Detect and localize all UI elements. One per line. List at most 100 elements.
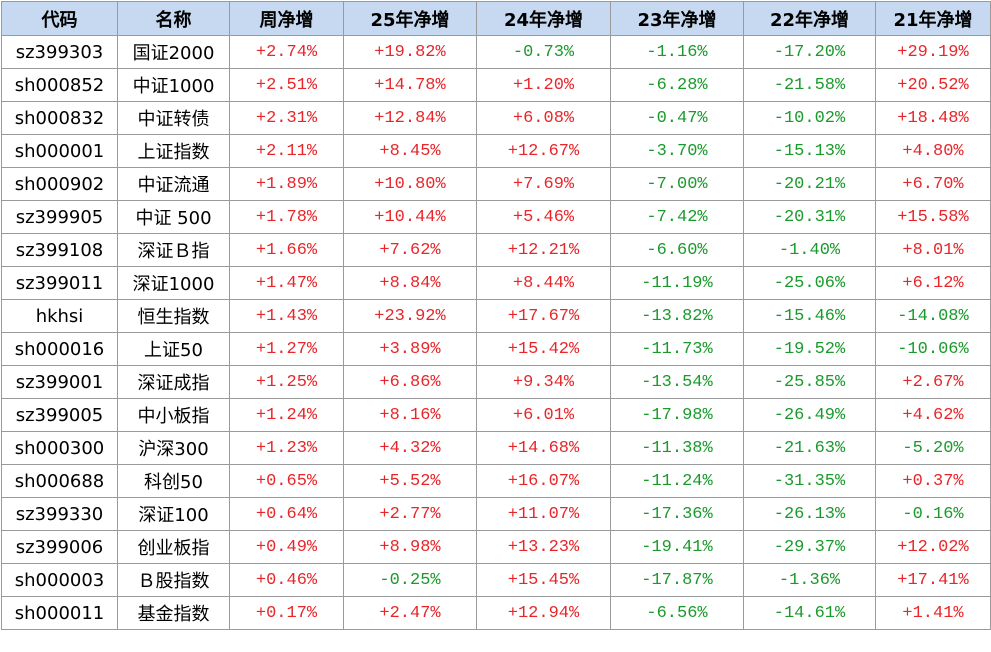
value-cell: +8.44% <box>476 266 611 300</box>
value-cell: +12.94% <box>476 596 611 630</box>
header-cell: 名称 <box>117 1 230 36</box>
value-cell: +4.80% <box>875 134 991 168</box>
name-cell: 深证成指 <box>117 365 230 399</box>
code-cell: hkhsi <box>1 299 118 333</box>
value-cell: +6.70% <box>875 167 991 201</box>
value-cell: +5.46% <box>476 200 611 234</box>
value-cell: -26.13% <box>743 497 876 531</box>
value-cell: +2.47% <box>343 596 477 630</box>
value-cell: +15.45% <box>476 563 611 597</box>
table-row: sh000300 沪深300 +1.23% +4.32% +14.68% -11.38% -… <box>1 431 991 465</box>
value-cell: +15.42% <box>476 332 611 366</box>
value-cell: +12.21% <box>476 233 611 267</box>
value-cell: +6.08% <box>476 101 611 135</box>
table-body: sz399303 国证2000 +2.74% +19.82% -0.73% -1.16% -… <box>1 35 991 630</box>
code-cell: sh000832 <box>1 101 118 135</box>
name-cell: 中证转债 <box>117 101 230 135</box>
value-cell: +12.84% <box>343 101 477 135</box>
code-cell: sz399001 <box>1 365 118 399</box>
code-cell: sz399108 <box>1 233 118 267</box>
value-cell: +1.24% <box>229 398 344 432</box>
value-cell: -7.00% <box>610 167 744 201</box>
header-cell: 22年净增 <box>743 1 876 36</box>
value-cell: -15.46% <box>743 299 876 333</box>
code-cell: sh000003 <box>1 563 118 597</box>
value-cell: -26.49% <box>743 398 876 432</box>
value-cell: -14.61% <box>743 596 876 630</box>
value-cell: -13.82% <box>610 299 744 333</box>
code-cell: sh000902 <box>1 167 118 201</box>
value-cell: +17.41% <box>875 563 991 597</box>
value-cell: -1.36% <box>743 563 876 597</box>
code-cell: sz399005 <box>1 398 118 432</box>
value-cell: +0.64% <box>229 497 344 531</box>
name-cell: 创业板指 <box>117 530 230 564</box>
value-cell: +1.47% <box>229 266 344 300</box>
value-cell: +1.41% <box>875 596 991 630</box>
value-cell: -6.28% <box>610 68 744 102</box>
value-cell: -17.98% <box>610 398 744 432</box>
table-row: hkhsi 恒生指数 +1.43% +23.92% +17.67% -13.82% -15.… <box>1 299 991 333</box>
name-cell: 沪深300 <box>117 431 230 465</box>
value-cell: -1.40% <box>743 233 876 267</box>
header-cell: 21年净增 <box>875 1 991 36</box>
value-cell: +20.52% <box>875 68 991 102</box>
value-cell: +6.12% <box>875 266 991 300</box>
name-cell: 中小板指 <box>117 398 230 432</box>
name-cell: Ｂ股指数 <box>117 563 230 597</box>
value-cell: +12.02% <box>875 530 991 564</box>
value-cell: -17.20% <box>743 35 876 69</box>
value-cell: -19.52% <box>743 332 876 366</box>
value-cell: +8.45% <box>343 134 477 168</box>
value-cell: +16.07% <box>476 464 611 498</box>
value-cell: +1.43% <box>229 299 344 333</box>
code-cell: sh000300 <box>1 431 118 465</box>
value-cell: +2.11% <box>229 134 344 168</box>
table-row: sh000016 上证50 +1.27% +3.89% +15.42% -11.73% -1… <box>1 332 991 366</box>
table-row: sz399905 中证 500 +1.78% +10.44% +5.46% -7.42% -… <box>1 200 991 234</box>
value-cell: +4.32% <box>343 431 477 465</box>
value-cell: +7.62% <box>343 233 477 267</box>
table-row: sh000001 上证指数 +2.11% +8.45% +12.67% -3.70% -15… <box>1 134 991 168</box>
code-cell: sz399006 <box>1 530 118 564</box>
table-row: sz399001 深证成指 +1.25% +6.86% +9.34% -13.54% -25… <box>1 365 991 399</box>
returns-table: 代码 名称 周净增 25年净增 24年净增 23年净增 22年净增 21年净增 sz39930… <box>1 1 991 630</box>
header-cell: 25年净增 <box>343 1 477 36</box>
code-cell: sh000001 <box>1 134 118 168</box>
value-cell: +10.80% <box>343 167 477 201</box>
code-cell: sh000852 <box>1 68 118 102</box>
value-cell: +0.65% <box>229 464 344 498</box>
value-cell: -6.56% <box>610 596 744 630</box>
value-cell: +14.78% <box>343 68 477 102</box>
header-cell: 24年净增 <box>476 1 611 36</box>
code-cell: sh000688 <box>1 464 118 498</box>
value-cell: -19.41% <box>610 530 744 564</box>
value-cell: -21.63% <box>743 431 876 465</box>
header-cell: 周净增 <box>229 1 344 36</box>
value-cell: +1.66% <box>229 233 344 267</box>
name-cell: 深证Ｂ指 <box>117 233 230 267</box>
value-cell: +5.52% <box>343 464 477 498</box>
table-row: sz399303 国证2000 +2.74% +19.82% -0.73% -1.16% -… <box>1 35 991 69</box>
value-cell: +4.62% <box>875 398 991 432</box>
value-cell: -20.31% <box>743 200 876 234</box>
value-cell: +10.44% <box>343 200 477 234</box>
name-cell: 深证1000 <box>117 266 230 300</box>
value-cell: -6.60% <box>610 233 744 267</box>
value-cell: -21.58% <box>743 68 876 102</box>
code-cell: sz399011 <box>1 266 118 300</box>
value-cell: +13.23% <box>476 530 611 564</box>
value-cell: +17.67% <box>476 299 611 333</box>
code-cell: sz399303 <box>1 35 118 69</box>
value-cell: -0.16% <box>875 497 991 531</box>
value-cell: +8.01% <box>875 233 991 267</box>
name-cell: 中证流通 <box>117 167 230 201</box>
value-cell: -0.73% <box>476 35 611 69</box>
name-cell: 国证2000 <box>117 35 230 69</box>
table-row: sz399330 深证100 +0.64% +2.77% +11.07% -17.36% -… <box>1 497 991 531</box>
value-cell: +7.69% <box>476 167 611 201</box>
value-cell: +2.77% <box>343 497 477 531</box>
value-cell: +1.89% <box>229 167 344 201</box>
value-cell: +0.17% <box>229 596 344 630</box>
value-cell: +1.78% <box>229 200 344 234</box>
